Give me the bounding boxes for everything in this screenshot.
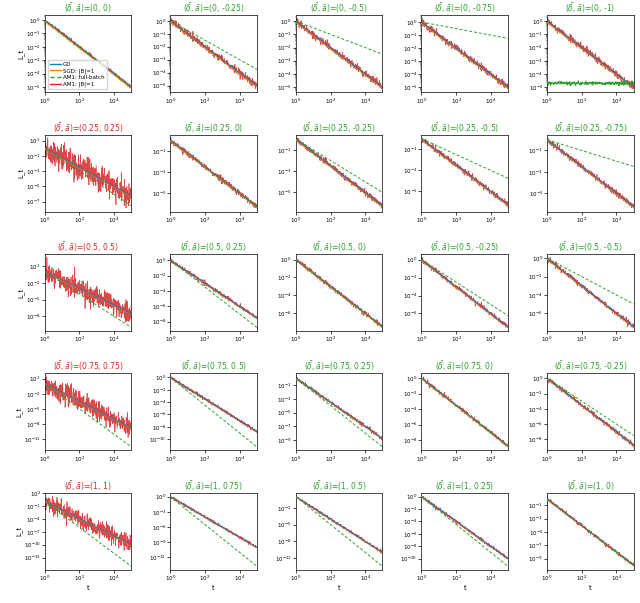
Title: $(\bar{\delta}, \bar{a})$=(0.5, 0): $(\bar{\delta}, \bar{a})$=(0.5, 0)	[312, 240, 367, 254]
Title: $(\bar{\delta}, \bar{a})$=(0.75, 0.75): $(\bar{\delta}, \bar{a})$=(0.75, 0.75)	[53, 359, 124, 373]
Title: $(\bar{\delta}, \bar{a})$=(0.5, -0.25): $(\bar{\delta}, \bar{a})$=(0.5, -0.25)	[430, 240, 499, 254]
X-axis label: t: t	[338, 585, 340, 591]
X-axis label: t: t	[463, 585, 466, 591]
X-axis label: t: t	[589, 585, 592, 591]
Title: $(\bar{\delta}, \bar{a})$=(1, 0): $(\bar{\delta}, \bar{a})$=(1, 0)	[566, 479, 614, 493]
Y-axis label: L_t: L_t	[18, 168, 25, 178]
Title: $(\bar{\delta}, \bar{a})$=(0, 0): $(\bar{\delta}, \bar{a})$=(0, 0)	[65, 1, 112, 15]
Y-axis label: L_t: L_t	[15, 526, 22, 537]
Title: $(\bar{\delta}, \bar{a})$=(0.25, -0.5): $(\bar{\delta}, \bar{a})$=(0.25, -0.5)	[430, 121, 499, 134]
Title: $(\bar{\delta}, \bar{a})$=(0.75, -0.25): $(\bar{\delta}, \bar{a})$=(0.75, -0.25)	[554, 359, 627, 373]
Title: $(\bar{\delta}, \bar{a})$=(0.75, 0): $(\bar{\delta}, \bar{a})$=(0.75, 0)	[435, 359, 494, 373]
Title: $(\bar{\delta}, \bar{a})$=(0, -0.25): $(\bar{\delta}, \bar{a})$=(0, -0.25)	[182, 1, 244, 15]
Y-axis label: L_t: L_t	[15, 407, 22, 417]
Title: $(\bar{\delta}, \bar{a})$=(0.25, -0.25): $(\bar{\delta}, \bar{a})$=(0.25, -0.25)	[302, 121, 376, 134]
Title: $(\bar{\delta}, \bar{a})$=(0.75, 0.5): $(\bar{\delta}, \bar{a})$=(0.75, 0.5)	[180, 359, 247, 373]
Title: $(\bar{\delta}, \bar{a})$=(1, 0.75): $(\bar{\delta}, \bar{a})$=(1, 0.75)	[184, 479, 243, 493]
Legend: GD, SGD: |B|=1, AM1: full-batch, AM1: |B|=1: GD, SGD: |B|=1, AM1: full-batch, AM1: |B…	[47, 60, 107, 89]
Title: $(\bar{\delta}, \bar{a})$=(0, -0.5): $(\bar{\delta}, \bar{a})$=(0, -0.5)	[310, 1, 368, 15]
Title: $(\bar{\delta}, \bar{a})$=(0.5, 0.5): $(\bar{\delta}, \bar{a})$=(0.5, 0.5)	[57, 240, 119, 254]
X-axis label: t: t	[86, 585, 90, 591]
Title: $(\bar{\delta}, \bar{a})$=(1, 0.25): $(\bar{\delta}, \bar{a})$=(1, 0.25)	[435, 479, 494, 493]
Y-axis label: L_t: L_t	[18, 48, 25, 58]
Title: $(\bar{\delta}, \bar{a})$=(1, 0.5): $(\bar{\delta}, \bar{a})$=(1, 0.5)	[312, 479, 367, 493]
Title: $(\bar{\delta}, \bar{a})$=(0.5, -0.5): $(\bar{\delta}, \bar{a})$=(0.5, -0.5)	[558, 240, 623, 254]
Y-axis label: L_t: L_t	[18, 288, 25, 297]
X-axis label: t: t	[212, 585, 215, 591]
Title: $(\bar{\delta}, \bar{a})$=(0, -0.75): $(\bar{\delta}, \bar{a})$=(0, -0.75)	[434, 1, 495, 15]
Title: $(\bar{\delta}, \bar{a})$=(0.75, 0.25): $(\bar{\delta}, \bar{a})$=(0.75, 0.25)	[304, 359, 374, 373]
Title: $(\bar{\delta}, \bar{a})$=(0.5, 0.25): $(\bar{\delta}, \bar{a})$=(0.5, 0.25)	[180, 240, 247, 254]
Title: $(\bar{\delta}, \bar{a})$=(1, 1): $(\bar{\delta}, \bar{a})$=(1, 1)	[65, 479, 112, 493]
Title: $(\bar{\delta}, \bar{a})$=(0.25, 0): $(\bar{\delta}, \bar{a})$=(0.25, 0)	[184, 121, 243, 134]
Title: $(\bar{\delta}, \bar{a})$=(0, -1): $(\bar{\delta}, \bar{a})$=(0, -1)	[565, 1, 616, 15]
Title: $(\bar{\delta}, \bar{a})$=(0.25, 0.25): $(\bar{\delta}, \bar{a})$=(0.25, 0.25)	[52, 121, 124, 134]
Title: $(\bar{\delta}, \bar{a})$=(0.25, -0.75): $(\bar{\delta}, \bar{a})$=(0.25, -0.75)	[554, 121, 627, 134]
